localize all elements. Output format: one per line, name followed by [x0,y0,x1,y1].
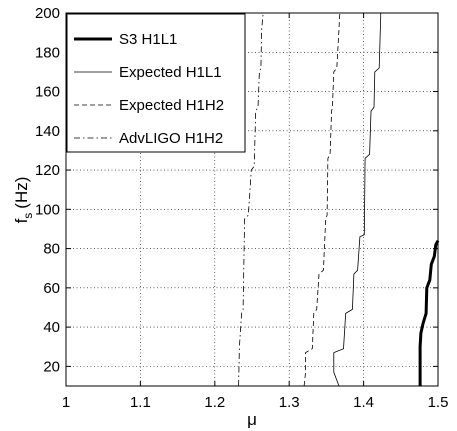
series-line-expected-h1h2 [303,12,341,387]
svg-text:fs(Hz): fs(Hz) [12,177,35,224]
ticks: 1 1.1 1.2 1.3 1.4 1.5 20 40 60 80 100 120 140 160 180 2… [35,5,448,411]
legend-label: S3 H1L1 [119,31,177,48]
x-tick-label: 1.5 [428,394,449,411]
series-layer [238,12,440,387]
y-tick-label: 140 [35,123,60,140]
series-line-advligo-h1h2 [238,12,264,387]
y-tick-label: 60 [43,280,60,297]
legend-label: Expected H1H2 [119,97,224,114]
legend-label: AdvLIGO H1H2 [119,130,223,147]
y-tick-label: 200 [35,5,60,22]
y-tick-label: 40 [43,319,60,336]
series-line-expected-h1l1 [333,13,382,387]
x-tick-label: 1.4 [353,394,374,411]
y-tick-label: 160 [35,84,60,101]
legend-label: Expected H1L1 [119,64,222,81]
y-tick-label: 100 [35,201,60,218]
y-tick-label: 180 [35,44,60,61]
x-tick-label: 1 [62,394,70,411]
x-tick-label: 1.2 [204,394,225,411]
y-tick-label: 20 [43,358,60,375]
series-line-s3-h1l1 [418,239,440,386]
x-tick-label: 1.1 [130,394,151,411]
plot-frame [65,12,439,387]
y-tick-label: 120 [35,162,60,179]
x-tick-label: 1.3 [279,394,300,411]
y-axis-label: fs(Hz) [12,177,35,224]
legend-box [66,13,246,153]
x-axis-label: μ [247,410,257,429]
legend: S3 H1L1 Expected H1L1 Expected H1H2 AdvLIGO… [66,13,246,153]
y-tick-label: 80 [43,241,60,258]
